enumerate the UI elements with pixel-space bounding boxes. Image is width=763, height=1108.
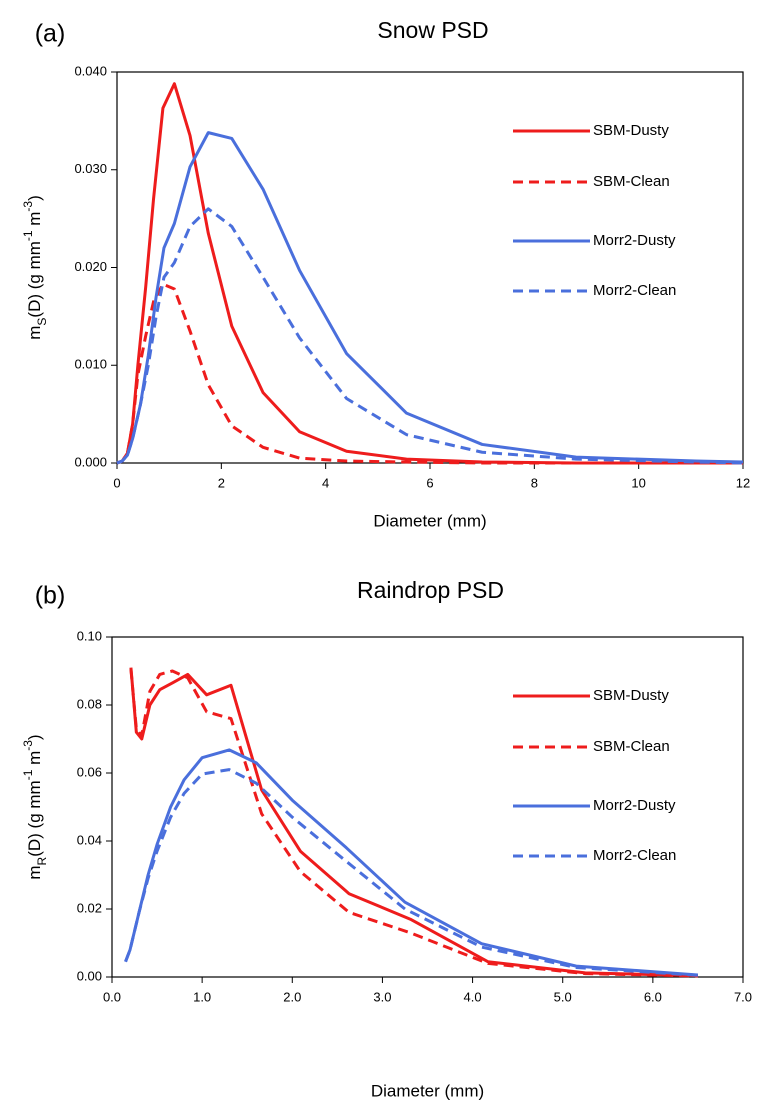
x-tick-label: 0.0 [103,989,121,1004]
x-tick-label: 5.0 [554,989,572,1004]
y-tick-label: 0.000 [74,454,107,469]
y-axis-label-part: ) [25,734,44,740]
x-tick-label: 3.0 [373,989,391,1004]
y-axis-label-part: m [25,751,44,770]
y-tick-label: 0.06 [77,764,102,779]
chart-title: Raindrop PSD [357,577,504,603]
y-axis-label-part: (D) (g mm [25,241,44,317]
data-line [124,768,699,977]
panel-label: (a) [35,20,66,48]
x-tick-label: 6.0 [644,989,662,1004]
y-axis-label: mS(D) (g mm-1 m-3) [21,195,49,340]
y-tick-label: 0.04 [77,832,102,847]
y-axis-label-part: -3 [21,201,35,212]
y-tick-label: 0.030 [74,161,107,176]
panel-label: (b) [35,582,66,610]
x-tick-label: 2 [218,475,225,490]
x-axis-label: Diameter (mm) [373,511,486,530]
y-tick-label: 0.08 [77,696,102,711]
legend-label: SBM-Dusty [593,122,669,139]
legend-label: Morr2-Clean [593,847,676,864]
y-axis-label-part: -1 [21,230,35,241]
y-tick-label: 0.010 [74,357,107,372]
y-axis-label-part: (D) (g mm [25,780,44,856]
chart-title: Snow PSD [377,17,488,43]
data-line [116,282,743,465]
legend-label: SBM-Clean [593,738,670,755]
legend-label: SBM-Clean [593,173,670,190]
x-tick-label: 8 [531,475,538,490]
y-axis-label-part: m [25,212,44,231]
y-axis-label-part: m [25,326,44,340]
y-axis-label-part: S [35,318,49,326]
data-line [116,207,744,465]
data-line [129,669,698,978]
y-tick-label: 0.10 [77,628,102,643]
y-tick-label: 0.00 [77,968,102,983]
legend-label: Morr2-Dusty [593,232,676,249]
y-tick-label: 0.040 [74,63,107,78]
y-axis-label-part: ) [25,195,44,201]
x-tick-label: 1.0 [193,989,211,1004]
x-tick-label: 4 [322,475,329,490]
x-tick-label: 2.0 [283,989,301,1004]
y-tick-label: 0.02 [77,900,102,915]
data-line [129,667,698,978]
plot-frame [111,636,744,978]
y-axis-label-part: m [25,865,44,879]
x-tick-label: 0 [113,475,120,490]
legend-label: Morr2-Dusty [593,797,676,814]
x-tick-label: 4.0 [464,989,482,1004]
y-axis-label-part: -3 [21,740,35,751]
legend-label: SBM-Dusty [593,687,669,704]
x-axis-label: Diameter (mm) [371,1081,484,1100]
y-axis-label-part: R [35,856,49,865]
y-tick-label: 0.020 [74,259,107,274]
legend-label: Morr2-Clean [593,282,676,299]
y-axis-label: mR(D) (g mm-1 m-3) [21,734,49,879]
y-axis-label-part: -1 [21,769,35,780]
x-tick-label: 6 [426,475,433,490]
x-tick-label: 7.0 [734,989,752,1004]
x-tick-label: 12 [736,475,750,490]
x-tick-label: 10 [631,475,645,490]
